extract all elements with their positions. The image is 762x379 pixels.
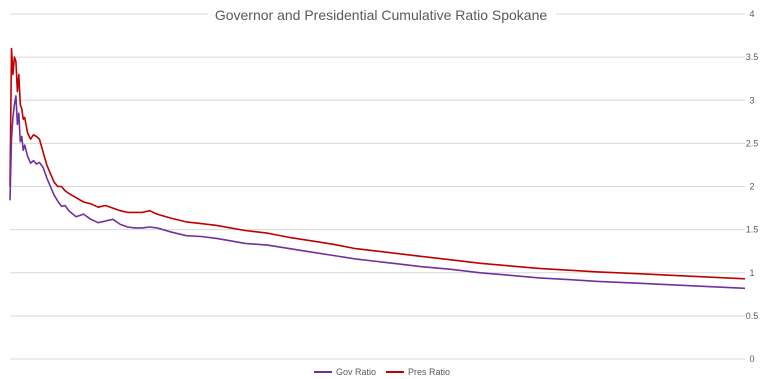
- y-tick-label: 4: [749, 9, 754, 19]
- y-tick-label: 1.5: [746, 225, 759, 235]
- series-line-pres-ratio: [9, 47, 746, 280]
- y-tick-label: 1: [749, 268, 754, 278]
- legend: Gov Ratio Pres Ratio: [314, 367, 450, 377]
- gridlines: [10, 13, 745, 360]
- y-tick-label: 2: [749, 182, 754, 192]
- legend-label: Gov Ratio: [336, 367, 376, 377]
- y-tick-label: 0.5: [746, 311, 759, 321]
- legend-label: Pres Ratio: [408, 367, 450, 377]
- y-tick-label: 3: [749, 95, 754, 105]
- y-tick-label: 0: [749, 354, 754, 364]
- y-axis-ticks: 0 0.5 1 1.5 2 2.5 3 3.5 4: [746, 9, 759, 364]
- y-tick-label: 2.5: [746, 138, 759, 148]
- series-lines: [9, 47, 746, 290]
- chart-title: Governor and Presidential Cumulative Rat…: [215, 7, 548, 23]
- series-line-gov-ratio: [9, 95, 746, 290]
- y-tick-label: 3.5: [746, 52, 759, 62]
